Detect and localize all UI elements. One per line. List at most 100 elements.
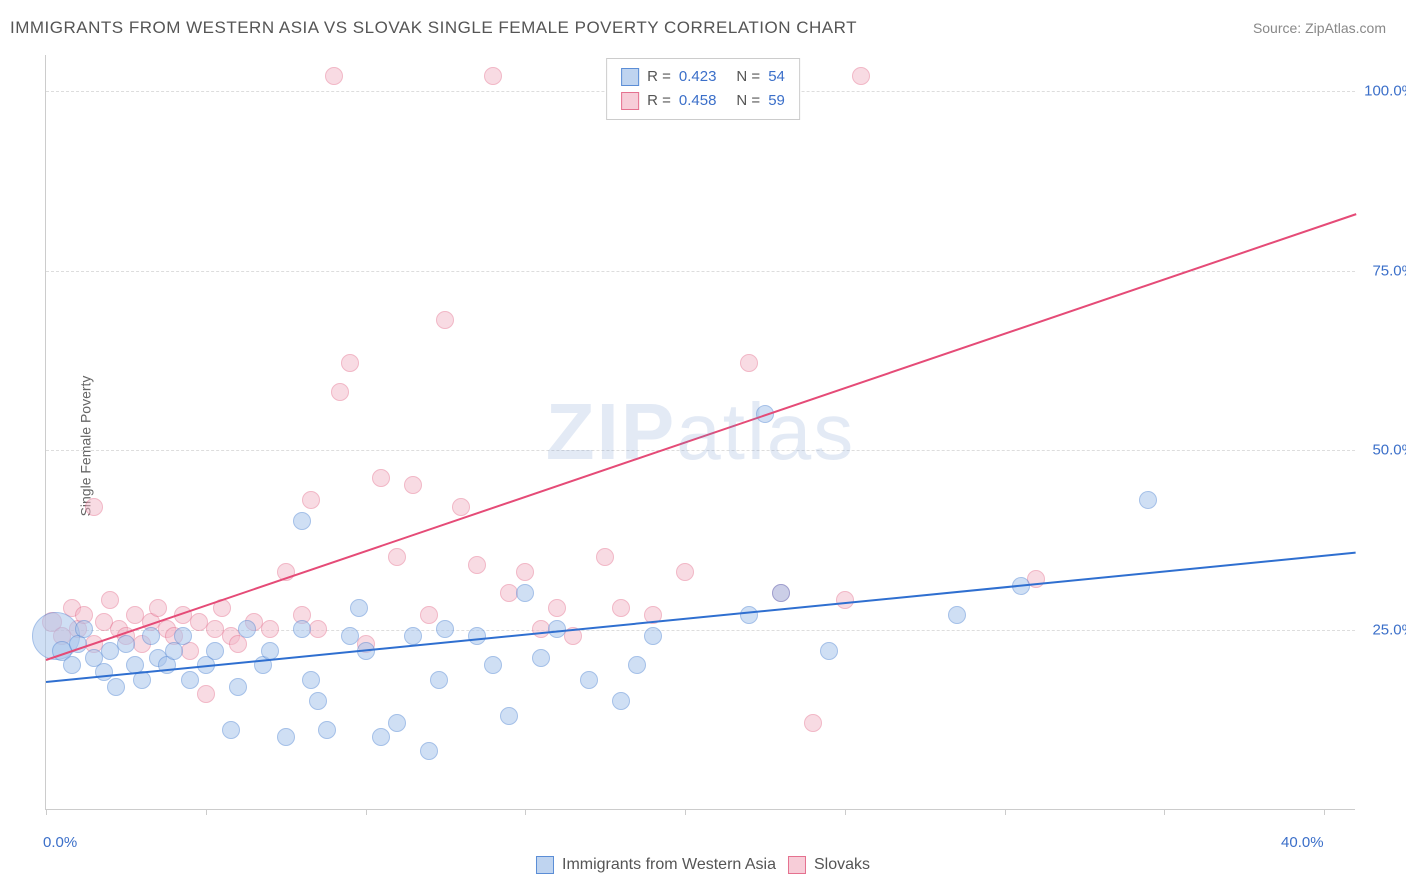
pink-point [149, 599, 167, 617]
x-tick [1324, 809, 1325, 815]
pink-swatch-icon [621, 92, 639, 110]
pink-point [676, 563, 694, 581]
pink-point [404, 476, 422, 494]
pink-point [325, 67, 343, 85]
pink-point [420, 606, 438, 624]
blue-point [580, 671, 598, 689]
blue-point [117, 635, 135, 653]
pink-point [516, 563, 534, 581]
pink-point [309, 620, 327, 638]
n-label: N = [736, 65, 760, 89]
pink-point [101, 591, 119, 609]
blue-point [206, 642, 224, 660]
pink-point [452, 498, 470, 516]
pink-point [740, 354, 758, 372]
pink-point [612, 599, 630, 617]
blue-point [612, 692, 630, 710]
blue-point [516, 584, 534, 602]
blue-swatch-icon [536, 856, 554, 874]
watermark-light: atlas [676, 387, 855, 476]
blue-point [948, 606, 966, 624]
pink-point [261, 620, 279, 638]
blue-point [261, 642, 279, 660]
x-tick [366, 809, 367, 815]
n-value: 54 [768, 65, 785, 89]
y-tick-label: 25.0% [1360, 622, 1406, 639]
blue-point [142, 627, 160, 645]
r-value: 0.423 [679, 65, 717, 89]
r-label: R = [647, 65, 671, 89]
blue-swatch-icon [621, 68, 639, 86]
blue-point [350, 599, 368, 617]
blue-point [181, 671, 199, 689]
blue-point [388, 714, 406, 732]
blue-point [75, 620, 93, 638]
legend-stat-row-pink: R =0.458N =59 [621, 89, 785, 113]
y-tick-label: 75.0% [1360, 262, 1406, 279]
blue-point [644, 627, 662, 645]
pink-point [388, 548, 406, 566]
x-tick [685, 809, 686, 815]
blue-point [430, 671, 448, 689]
legend-item-pink: Slovaks [788, 856, 870, 874]
chart-container: IMMIGRANTS FROM WESTERN ASIA VS SLOVAK S… [0, 0, 1406, 892]
blue-point [341, 627, 359, 645]
legend-label: Slovaks [814, 856, 870, 874]
blue-point [302, 671, 320, 689]
blue-point [372, 728, 390, 746]
pink-point [804, 714, 822, 732]
x-tick-label-start: 0.0% [43, 834, 77, 851]
blue-point [772, 584, 790, 602]
blue-point [484, 656, 502, 674]
blue-trendline [46, 551, 1356, 682]
x-tick-label-end: 40.0% [1281, 834, 1324, 851]
plot-area: ZIPatlas 25.0%50.0%75.0%100.0% [45, 55, 1355, 810]
blue-point [628, 656, 646, 674]
blue-point [309, 692, 327, 710]
n-label: N = [736, 89, 760, 113]
pink-trendline [46, 213, 1357, 661]
blue-point [107, 678, 125, 696]
blue-point [238, 620, 256, 638]
legend-stat-row-blue: R = 0.423 N = 54 [621, 65, 785, 89]
blue-point [293, 620, 311, 638]
blue-point [1139, 491, 1157, 509]
y-tick-label: 50.0% [1360, 442, 1406, 459]
blue-point [468, 627, 486, 645]
pink-point [197, 685, 215, 703]
blue-point [532, 649, 550, 667]
x-tick [206, 809, 207, 815]
gridline [46, 450, 1355, 451]
pink-point [468, 556, 486, 574]
blue-point [222, 721, 240, 739]
pink-point [596, 548, 614, 566]
blue-point [820, 642, 838, 660]
blue-point [293, 512, 311, 530]
blue-point [436, 620, 454, 638]
pink-point [341, 354, 359, 372]
blue-point [500, 707, 518, 725]
pink-point [85, 498, 103, 516]
chart-title: IMMIGRANTS FROM WESTERN ASIA VS SLOVAK S… [10, 18, 857, 38]
blue-point [740, 606, 758, 624]
x-tick [46, 809, 47, 815]
y-tick-label: 100.0% [1360, 82, 1406, 99]
blue-point [174, 627, 192, 645]
pink-swatch-icon [788, 856, 806, 874]
pink-point [372, 469, 390, 487]
blue-point [404, 627, 422, 645]
legend-series: Immigrants from Western Asia Slovaks [536, 856, 870, 874]
blue-point [277, 728, 295, 746]
legend-statistics: R = 0.423 N = 54R = 0.458 N = 59 [606, 58, 800, 120]
pink-point [331, 383, 349, 401]
source-attribution: Source: ZipAtlas.com [1253, 20, 1386, 36]
blue-point [318, 721, 336, 739]
r-value: 0.458 [679, 89, 717, 113]
pink-point [302, 491, 320, 509]
pink-point [852, 67, 870, 85]
n-value: 59 [768, 89, 785, 113]
legend-item-blue: Immigrants from Western Asia [536, 856, 776, 874]
pink-point [436, 311, 454, 329]
x-tick [1164, 809, 1165, 815]
x-tick [525, 809, 526, 815]
